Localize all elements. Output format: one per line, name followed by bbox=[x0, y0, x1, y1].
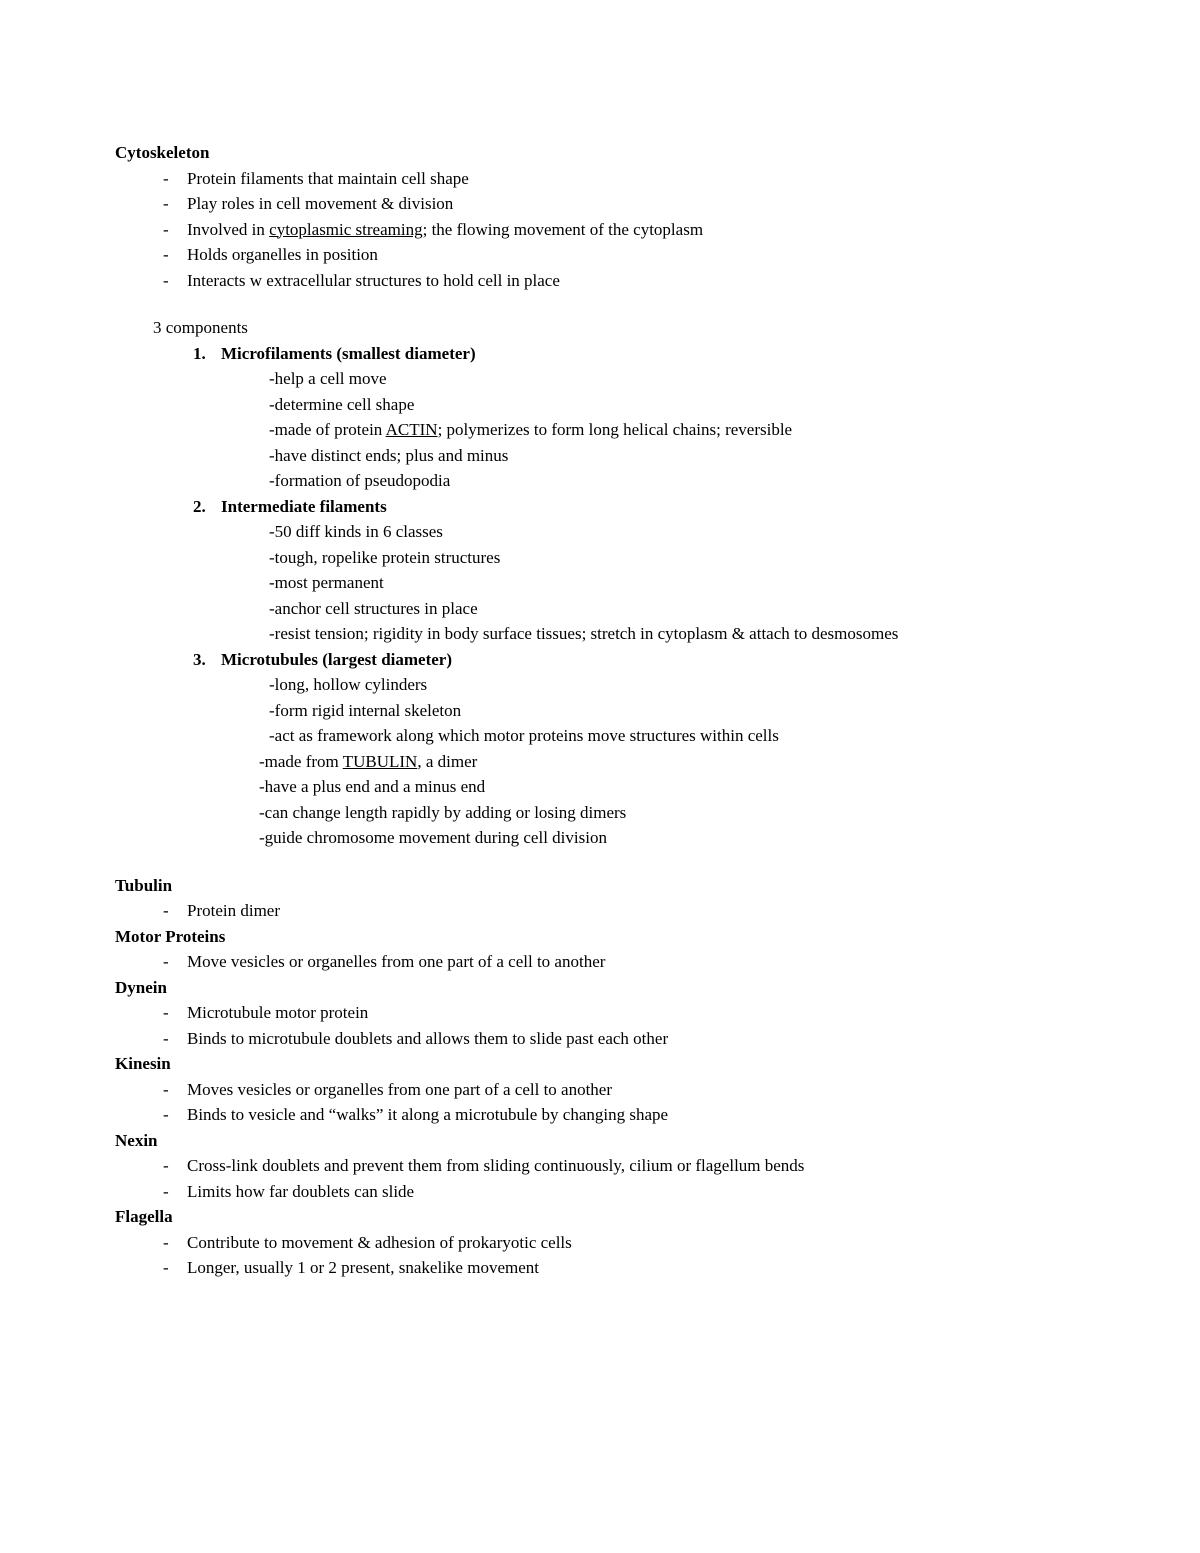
term-title: Dynein bbox=[115, 975, 1085, 1001]
component-intermediate: 2. Intermediate filaments -50 diff kinds… bbox=[193, 494, 1085, 647]
term-bullets: Cross-link doublets and prevent them fro… bbox=[115, 1153, 1085, 1204]
list-item: Move vesicles or organelles from one par… bbox=[163, 949, 1085, 975]
term-bullets: Microtubule motor protein Binds to micro… bbox=[115, 1000, 1085, 1051]
sub-line: -long, hollow cylinders bbox=[269, 672, 1085, 698]
term-kinesin: Kinesin Moves vesicles or organelles fro… bbox=[115, 1051, 1085, 1128]
list-item: Holds organelles in position bbox=[163, 242, 1085, 268]
sub-line: -most permanent bbox=[269, 570, 1085, 596]
term-motor-proteins: Motor Proteins Move vesicles or organell… bbox=[115, 924, 1085, 975]
list-item: Moves vesicles or organelles from one pa… bbox=[163, 1077, 1085, 1103]
term-title: Motor Proteins bbox=[115, 924, 1085, 950]
term-title: Tubulin bbox=[115, 873, 1085, 899]
component-number: 3. bbox=[193, 647, 206, 673]
sub-line: -act as framework along which motor prot… bbox=[269, 723, 1085, 749]
component-title: Intermediate filaments bbox=[221, 497, 387, 516]
component-microtubules: 3. Microtubules (largest diameter) -long… bbox=[193, 647, 1085, 851]
list-item: Play roles in cell movement & division bbox=[163, 191, 1085, 217]
sub-line: -form rigid internal skeleton bbox=[269, 698, 1085, 724]
sub-line: -anchor cell structures in place bbox=[269, 596, 1085, 622]
sub-line: -tough, ropelike protein structures bbox=[269, 545, 1085, 571]
sub-line: -can change length rapidly by adding or … bbox=[259, 800, 1085, 826]
component-title: Microtubules (largest diameter) bbox=[221, 650, 452, 669]
component-microfilaments: 1. Microfilaments (smallest diameter) -h… bbox=[193, 341, 1085, 494]
term-title: Nexin bbox=[115, 1128, 1085, 1154]
cytoskeleton-bullets: Protein filaments that maintain cell sha… bbox=[115, 166, 1085, 294]
term-bullets: Protein dimer bbox=[115, 898, 1085, 924]
sub-line: -have a plus end and a minus end bbox=[259, 774, 1085, 800]
sub-line: -50 diff kinds in 6 classes bbox=[269, 519, 1085, 545]
term-bullets: Move vesicles or organelles from one par… bbox=[115, 949, 1085, 975]
list-item: Microtubule motor protein bbox=[163, 1000, 1085, 1026]
list-item: Binds to vesicle and “walks” it along a … bbox=[163, 1102, 1085, 1128]
term-dynein: Dynein Microtubule motor protein Binds t… bbox=[115, 975, 1085, 1052]
sub-line: -help a cell move bbox=[269, 366, 1085, 392]
component-sub-items-b: -made from TUBULIN, a dimer -have a plus… bbox=[221, 749, 1085, 851]
component-title: Microfilaments (smallest diameter) bbox=[221, 344, 476, 363]
list-item: Contribute to movement & adhesion of pro… bbox=[163, 1230, 1085, 1256]
list-item: Binds to microtubule doublets and allows… bbox=[163, 1026, 1085, 1052]
sub-line: -formation of pseudopodia bbox=[269, 468, 1085, 494]
sub-line: -resist tension; rigidity in body surfac… bbox=[269, 621, 1085, 647]
sub-line: -determine cell shape bbox=[269, 392, 1085, 418]
list-item: Limits how far doublets can slide bbox=[163, 1179, 1085, 1205]
components-list: 1. Microfilaments (smallest diameter) -h… bbox=[115, 341, 1085, 851]
term-tubulin: Tubulin Protein dimer bbox=[115, 873, 1085, 924]
term-bullets: Contribute to movement & adhesion of pro… bbox=[115, 1230, 1085, 1281]
list-item: Protein dimer bbox=[163, 898, 1085, 924]
term-bullets: Moves vesicles or organelles from one pa… bbox=[115, 1077, 1085, 1128]
component-sub-items: -long, hollow cylinders -form rigid inte… bbox=[221, 672, 1085, 749]
list-item: Interacts w extracellular structures to … bbox=[163, 268, 1085, 294]
components-header: 3 components bbox=[115, 315, 1085, 341]
list-item: Cross-link doublets and prevent them fro… bbox=[163, 1153, 1085, 1179]
cytoskeleton-title: Cytoskeleton bbox=[115, 140, 1085, 166]
term-flagella: Flagella Contribute to movement & adhesi… bbox=[115, 1204, 1085, 1281]
component-number: 2. bbox=[193, 494, 206, 520]
component-number: 1. bbox=[193, 341, 206, 367]
list-item: Longer, usually 1 or 2 present, snakelik… bbox=[163, 1255, 1085, 1281]
sub-line: -made of protein ACTIN; polymerizes to f… bbox=[269, 417, 1085, 443]
sub-line: -guide chromosome movement during cell d… bbox=[259, 825, 1085, 851]
component-sub-items: -help a cell move -determine cell shape … bbox=[221, 366, 1085, 494]
list-item: Protein filaments that maintain cell sha… bbox=[163, 166, 1085, 192]
term-nexin: Nexin Cross-link doublets and prevent th… bbox=[115, 1128, 1085, 1205]
term-title: Flagella bbox=[115, 1204, 1085, 1230]
component-sub-items: -50 diff kinds in 6 classes -tough, rope… bbox=[221, 519, 1085, 647]
sub-line: -have distinct ends; plus and minus bbox=[269, 443, 1085, 469]
term-title: Kinesin bbox=[115, 1051, 1085, 1077]
sub-line: -made from TUBULIN, a dimer bbox=[259, 749, 1085, 775]
list-item: Involved in cytoplasmic streaming; the f… bbox=[163, 217, 1085, 243]
